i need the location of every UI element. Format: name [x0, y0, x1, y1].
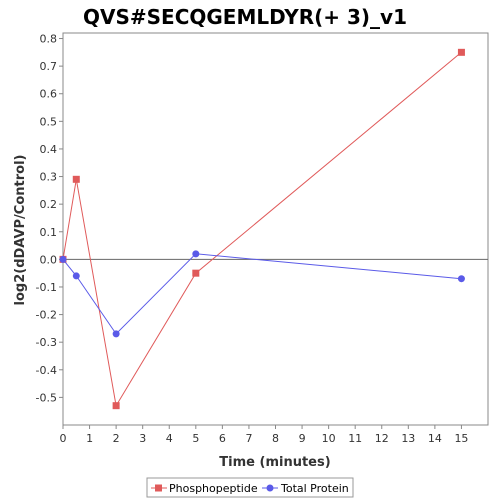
y-tick-label: 0.2 — [40, 198, 58, 211]
data-point-total-protein — [457, 275, 465, 283]
x-tick-label: 4 — [166, 432, 173, 445]
y-tick-label: 0.1 — [40, 226, 58, 239]
y-tick-label: -0.3 — [36, 336, 57, 349]
legend-marker-phosphopeptide — [155, 484, 162, 492]
data-point-phosphopeptide — [72, 175, 80, 183]
chart-title: QVS#SECQGEMLDYR(+ 3)_v1 — [83, 5, 407, 29]
plot-area — [62, 32, 489, 426]
x-tick-label: 13 — [401, 432, 415, 445]
legend-label-phosphopeptide: Phosphopeptide — [169, 482, 258, 495]
y-tick-label: -0.4 — [36, 364, 57, 377]
x-tick-label: 9 — [299, 432, 306, 445]
x-tick-label: 6 — [219, 432, 226, 445]
legend-box — [146, 477, 354, 498]
legend: Phosphopeptide Total Protein — [146, 477, 354, 498]
y-tick-label: 0.3 — [40, 171, 58, 184]
y-tick-label: 0.6 — [40, 88, 58, 101]
y-axis-label: log2(dDAVP/Control) — [13, 155, 28, 306]
y-tick-label: -0.2 — [36, 309, 57, 322]
y-tick-label: 0.7 — [40, 60, 58, 73]
series-layer — [59, 48, 465, 410]
data-point-phosphopeptide — [457, 48, 465, 56]
x-tick-label: 1 — [86, 432, 93, 445]
x-tick-label: 12 — [375, 432, 389, 445]
x-tick-label: 0 — [60, 432, 67, 445]
x-tick-label: 10 — [322, 432, 336, 445]
x-tick-label: 15 — [454, 432, 468, 445]
x-tick-label: 3 — [139, 432, 146, 445]
legend-label-total-protein: Total Protein — [280, 482, 349, 495]
legend-marker-total-protein — [266, 484, 274, 492]
y-tick-label: -0.5 — [36, 391, 57, 404]
x-tick-label: 8 — [272, 432, 279, 445]
data-point-total-protein — [192, 250, 200, 258]
x-axis-ticks: 0 1 2 3 4 5 6 7 8 9 10 11 12 13 14 15 — [60, 425, 468, 445]
y-tick-label: -0.1 — [36, 281, 57, 294]
x-tick-label: 11 — [348, 432, 362, 445]
x-tick-label: 5 — [192, 432, 199, 445]
x-axis-label: Time (minutes) — [219, 455, 330, 470]
x-tick-label: 14 — [428, 432, 442, 445]
data-point-total-protein — [59, 255, 67, 263]
y-tick-label: 0.0 — [40, 253, 58, 266]
x-tick-label: 2 — [113, 432, 120, 445]
data-point-total-protein — [72, 272, 80, 280]
x-tick-label: 7 — [245, 432, 252, 445]
data-point-total-protein — [112, 330, 120, 338]
y-tick-label: 0.5 — [40, 115, 58, 128]
data-point-phosphopeptide — [112, 402, 120, 410]
data-point-phosphopeptide — [192, 269, 200, 277]
y-tick-label: 0.8 — [40, 33, 58, 46]
y-axis-ticks: -0.5 -0.4 -0.3 -0.2 -0.1 0.0 0.1 0.2 0.3 0.4 0.5 0.… — [36, 33, 63, 404]
y-tick-label: 0.4 — [40, 143, 58, 156]
